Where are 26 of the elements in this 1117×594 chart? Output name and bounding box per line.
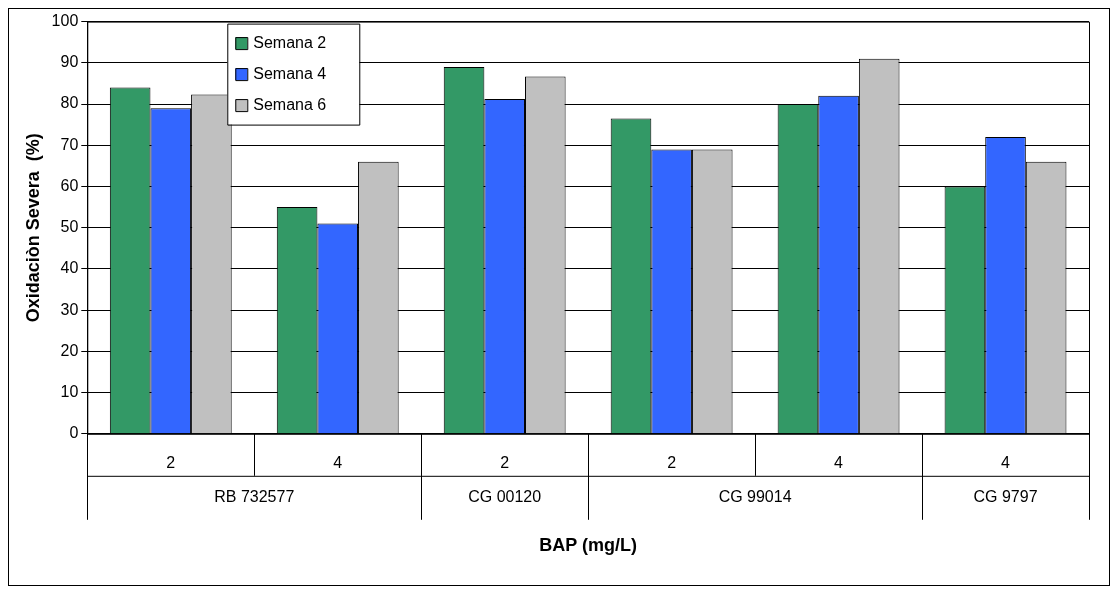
y-tick-label: 70 [60,135,79,153]
y-axis-title: Oxidaciòn Severa (%) [22,133,43,323]
y-tick-label: 50 [60,218,79,236]
y-tick-label: 0 [69,424,79,442]
x-tick-label: 4 [333,453,343,471]
y-tick-label: 10 [60,382,79,400]
y-tick-label: 100 [51,12,79,30]
x-tick-label: 4 [834,453,844,471]
y-tick-label: 40 [60,259,79,277]
y-tick-label: 90 [60,53,79,71]
y-tick-label: 30 [60,300,79,318]
x-tick-label: 4 [1001,453,1011,471]
text: CG 99014 [718,488,792,506]
x-tick-label: 2 [667,453,677,471]
x-tick-label: 2 [166,453,176,471]
legend-label: Semana 2 [253,33,327,51]
text: CG 00120 [468,488,542,506]
text: RB 732577 [214,488,295,506]
x-tick-label: 2 [500,453,510,471]
legend-label: Semana 4 [253,64,327,82]
x-axis-title: BAP (mg/L) [539,534,637,555]
legend-label: Semana 6 [253,95,327,113]
y-tick-label: 60 [60,176,79,194]
y-tick-label: 20 [60,341,79,359]
y-tick-label: 80 [60,94,79,112]
text: CG 9797 [973,488,1038,506]
